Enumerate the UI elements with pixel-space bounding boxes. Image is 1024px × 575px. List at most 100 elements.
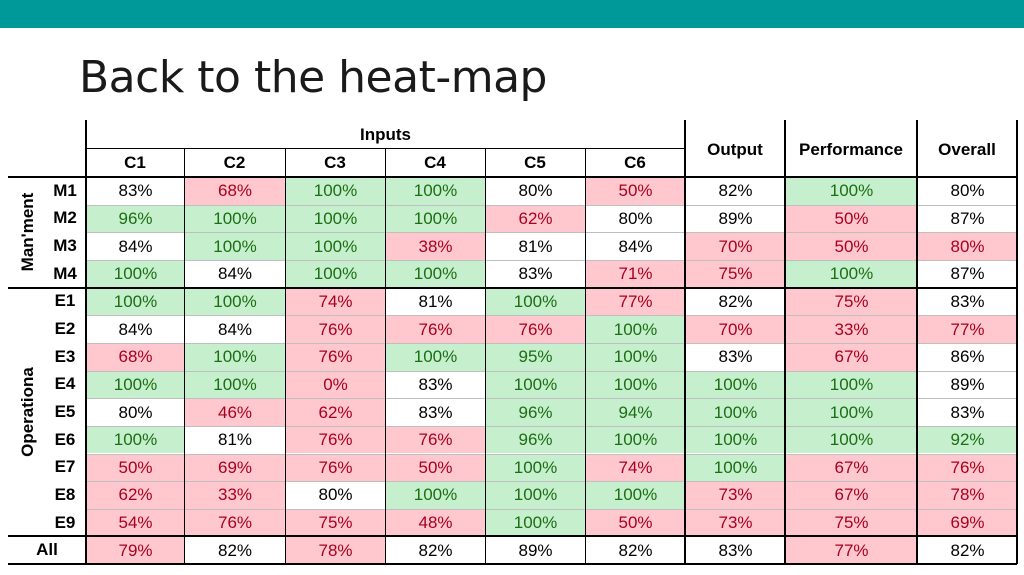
inputs-header: Inputs <box>360 125 411 144</box>
heat-cell: 100% <box>386 482 485 509</box>
heat-cell: 80% <box>87 399 184 426</box>
grid-line <box>86 204 1017 206</box>
heat-cell: 67% <box>786 454 917 482</box>
heat-cell: 95% <box>486 343 585 371</box>
grid-line <box>86 232 1017 234</box>
heat-cell: 78% <box>918 482 1017 509</box>
row-label-all: All <box>36 540 58 560</box>
heat-cell: 79% <box>87 537 184 565</box>
heat-cell: 75% <box>786 509 917 537</box>
heat-cell: 100% <box>586 426 685 454</box>
heat-cell: 100% <box>586 343 685 371</box>
heat-cell: 81% <box>486 233 585 260</box>
row-group-label-0: Man'ment <box>18 192 37 272</box>
grid-line <box>86 481 1017 483</box>
slide-title: Back to the heat-map <box>79 52 547 103</box>
heat-cell: 62% <box>486 205 585 233</box>
heat-cell: 33% <box>786 316 917 343</box>
grid-rule <box>285 148 286 565</box>
grid-rule <box>8 286 1017 289</box>
heat-cell: 73% <box>686 482 785 509</box>
heat-cell: 68% <box>87 343 184 371</box>
heat-cell: 50% <box>87 454 184 482</box>
heat-cell: 100% <box>786 399 917 426</box>
heat-cell: 100% <box>87 260 184 288</box>
heat-cell: 50% <box>786 233 917 260</box>
column-header-c2: C2 <box>223 153 246 172</box>
heat-cell: 76% <box>386 426 485 454</box>
heat-cell: 96% <box>486 399 585 426</box>
heat-cell: 69% <box>918 509 1017 537</box>
heat-cell: 67% <box>786 343 917 371</box>
heat-cell: 100% <box>286 260 385 288</box>
heat-cell: 48% <box>386 509 485 537</box>
top-accent-bar <box>0 0 1024 28</box>
heat-cell: 100% <box>586 316 685 343</box>
heat-cell: 82% <box>686 288 785 316</box>
column-header-output: Output <box>707 139 763 159</box>
heat-cell: 82% <box>918 537 1017 565</box>
heat-cell: 75% <box>286 509 385 537</box>
heat-cell: 75% <box>686 260 785 288</box>
heat-cell: 82% <box>686 178 785 205</box>
heat-cell: 100% <box>786 260 917 288</box>
heat-cell: 100% <box>486 509 585 537</box>
heat-cell: 82% <box>185 537 285 565</box>
row-label-e8: E8 <box>54 484 76 504</box>
heat-cell: 76% <box>286 426 385 454</box>
grid-rule <box>1016 120 1018 565</box>
heat-cell: 82% <box>586 537 685 565</box>
heat-cell: 87% <box>918 260 1017 288</box>
grid-line <box>86 342 1017 344</box>
heat-cell: 81% <box>386 288 485 316</box>
heat-cell: 76% <box>185 509 285 537</box>
heat-cell: 62% <box>286 399 385 426</box>
heat-cell: 100% <box>185 343 285 371</box>
heat-cell: 69% <box>185 454 285 482</box>
heat-cell: 100% <box>686 454 785 482</box>
heat-cell: 100% <box>185 233 285 260</box>
heat-cell: 100% <box>386 178 485 205</box>
heat-cell: 76% <box>286 454 385 482</box>
heat-cell: 50% <box>586 509 685 537</box>
heat-cell: 76% <box>486 316 585 343</box>
heat-cell: 68% <box>185 178 285 205</box>
row-label-m4: M4 <box>53 263 77 283</box>
heat-cell: 100% <box>786 178 917 205</box>
heat-cell: 96% <box>486 426 585 454</box>
heat-cell: 100% <box>486 288 585 316</box>
column-header-c5: C5 <box>524 153 546 172</box>
grid-rule <box>585 148 586 565</box>
heat-cell: 86% <box>918 343 1017 371</box>
heat-cell: 46% <box>185 399 285 426</box>
grid-line <box>86 508 1017 510</box>
heat-cell: 74% <box>586 454 685 482</box>
heat-cell: 84% <box>185 316 285 343</box>
heat-cell: 92% <box>918 426 1017 454</box>
heat-cell: 100% <box>686 399 785 426</box>
column-header-c6: C6 <box>624 153 646 172</box>
heat-cell: 100% <box>286 205 385 233</box>
heat-cell: 50% <box>586 178 685 205</box>
heat-cell: 100% <box>586 482 685 509</box>
heat-cell: 100% <box>486 482 585 509</box>
row-label-m2: M2 <box>53 208 77 228</box>
grid-rule <box>485 148 486 565</box>
row-label-e3: E3 <box>54 346 76 366</box>
heat-cell: 81% <box>185 426 285 454</box>
column-header-c1: C1 <box>124 153 146 172</box>
heat-cell: 71% <box>586 260 685 288</box>
heat-cell: 89% <box>486 537 585 565</box>
heat-cell: 100% <box>185 288 285 316</box>
heat-cell: 100% <box>185 371 285 399</box>
heat-cell: 100% <box>586 371 685 399</box>
heat-cell: 50% <box>786 205 917 233</box>
heat-cell: 100% <box>386 343 485 371</box>
heat-cell: 89% <box>918 371 1017 399</box>
heat-cell: 83% <box>87 178 184 205</box>
heat-cell: 94% <box>586 399 685 426</box>
heat-cell: 80% <box>586 205 685 233</box>
heat-cell: 76% <box>286 316 385 343</box>
heat-cell: 62% <box>87 482 184 509</box>
